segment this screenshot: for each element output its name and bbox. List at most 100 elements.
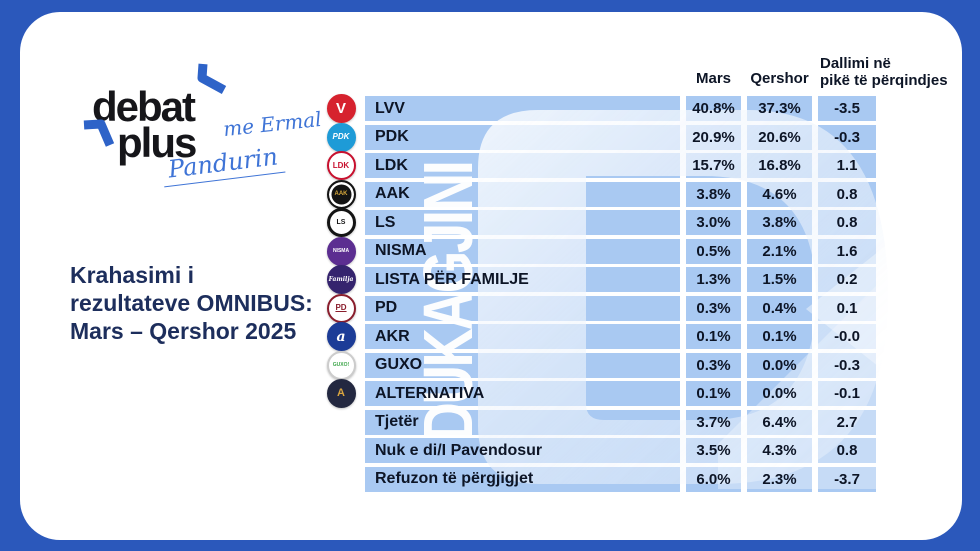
- party-logo-guxo: GUXO!: [323, 350, 359, 380]
- diff-value: 0.8: [836, 214, 858, 231]
- diff-value: 0.1: [836, 299, 858, 317]
- aak-logo-icon: AAK: [326, 179, 356, 209]
- table-row-diff-cell: 1.1: [818, 153, 876, 178]
- diff-value: 0.8: [836, 185, 858, 203]
- table-row-party-cell: ALTERNATIVA: [365, 381, 680, 406]
- party-logo-ls: LS: [323, 208, 359, 237]
- table-row-mars-cell: 3.7%: [686, 409, 741, 435]
- nisma-logo-icon: NISMA: [326, 236, 356, 266]
- table-row-qershor-cell: 4.3%: [747, 438, 812, 463]
- logo-corner-bracket-icon: [197, 63, 227, 94]
- party-name: Nuk e di/I Pavendosur: [375, 441, 543, 459]
- table-row-mars-cell: 0.1%: [686, 324, 741, 349]
- table-row-party-cell: PD: [365, 295, 680, 321]
- lista-per-familje-logo-icon: Familja: [326, 265, 356, 294]
- diff-value: -0.3: [834, 356, 860, 374]
- table-row-party-cell: LISTA PËR FAMILJE: [365, 267, 680, 292]
- table-row-qershor-cell: 2.3%: [747, 466, 812, 492]
- table-header-row: Mars Qershor Dallimi në pikë të përqindj…: [323, 46, 948, 90]
- mars-value: 0.1%: [696, 328, 731, 345]
- mars-value: 20.9%: [692, 128, 735, 146]
- table-row-mars-cell: 15.7%: [686, 153, 741, 178]
- table-row-party-cell: Refuzon të përgjigjet: [365, 466, 680, 492]
- page-title: Krahasimi i rezultateve OMNIBUS: Mars – …: [70, 261, 340, 345]
- table-row-mars-cell: 3.5%: [686, 438, 741, 463]
- diff-value: -0.0: [834, 328, 860, 345]
- table-row-party-cell: PDK: [365, 124, 680, 150]
- column-header-diff: Dallimi në pikë të përqindjes: [818, 54, 948, 90]
- table-row-party-cell: NISMA: [365, 238, 680, 264]
- qershor-value: 4.6%: [762, 185, 797, 203]
- qershor-value: 2.1%: [762, 242, 797, 260]
- table-row-qershor-cell: 0.0%: [747, 381, 812, 406]
- mars-value: 3.0%: [696, 214, 731, 231]
- qershor-value: 0.0%: [762, 385, 797, 402]
- diff-value: 2.7: [836, 413, 858, 431]
- table-row-mars-cell: 1.3%: [686, 267, 741, 292]
- table-row-qershor-cell: 0.4%: [747, 295, 812, 321]
- mars-value: 0.5%: [696, 242, 731, 260]
- qershor-value: 16.8%: [758, 157, 801, 174]
- table-row-party-cell: Tjetër: [365, 409, 680, 435]
- party-name: Tjetër: [375, 413, 419, 430]
- diff-value: 1.1: [836, 157, 858, 174]
- party-name: LS: [375, 213, 396, 231]
- party-logo-pdk: PDK: [323, 122, 359, 152]
- table-row-diff-cell: -0.3: [818, 124, 876, 150]
- diff-value: 1.6: [836, 242, 858, 260]
- table-row-diff-cell: -3.7: [818, 466, 876, 492]
- table-row-party-cell: LVV: [365, 96, 680, 121]
- qershor-value: 0.4%: [762, 299, 797, 317]
- table-row-diff-cell: 1.6: [818, 238, 876, 264]
- table-row-party-cell: Nuk e di/I Pavendosur: [365, 438, 680, 463]
- mars-value: 6.0%: [696, 470, 731, 488]
- table-row-mars-cell: 40.8%: [686, 96, 741, 121]
- diff-value: 0.8: [836, 442, 858, 459]
- table-row-party-cell: GUXO: [365, 352, 680, 378]
- mars-value: 15.7%: [692, 157, 735, 174]
- column-header-diff-line1: Dallimi në: [820, 54, 891, 72]
- qershor-value: 1.5%: [762, 271, 797, 288]
- table-row-qershor-cell: 2.1%: [747, 238, 812, 264]
- party-name: AKR: [375, 327, 410, 345]
- mars-value: 3.7%: [696, 413, 731, 431]
- table-row-qershor-cell: 6.4%: [747, 409, 812, 435]
- table-row-diff-cell: -0.1: [818, 381, 876, 406]
- column-header-mars: Mars: [695, 70, 732, 87]
- table-row-qershor-cell: 1.5%: [747, 267, 812, 292]
- table-row-mars-cell: 0.5%: [686, 238, 741, 264]
- host-signature-line1: me Ermal: [222, 106, 323, 142]
- party-name: PDK: [375, 128, 409, 145]
- results-table: V LVV 40.8% 37.3% -3.5 PDK PDK 20.9% 20.…: [323, 94, 876, 492]
- debatplus-logo-word2: plus: [117, 119, 197, 166]
- party-logo-pd: PD: [323, 293, 359, 323]
- logo-corner-bracket-icon: [83, 119, 115, 147]
- table-row-qershor-cell: 16.8%: [747, 153, 812, 178]
- party-name: Refuzon të përgjigjet: [375, 470, 534, 487]
- mars-value: 3.5%: [696, 442, 731, 459]
- party-name: LDK: [375, 156, 408, 174]
- mars-value: 0.3%: [696, 299, 731, 317]
- diff-value: -3.5: [834, 100, 860, 117]
- diff-value: 0.2: [836, 271, 858, 288]
- table-row-diff-cell: 0.1: [818, 295, 876, 321]
- qershor-value: 0.0%: [762, 356, 797, 374]
- party-logo-empty: [323, 467, 359, 492]
- table-row-diff-cell: 0.2: [818, 267, 876, 292]
- pdk-logo-icon: PDK: [326, 122, 356, 152]
- table-row-qershor-cell: 0.1%: [747, 324, 812, 349]
- table-row-qershor-cell: 0.0%: [747, 352, 812, 378]
- column-header-qershor: Qershor: [750, 70, 809, 87]
- table-row-mars-cell: 20.9%: [686, 124, 741, 150]
- table-row-diff-cell: -3.5: [818, 96, 876, 121]
- party-logo-aak: AAK: [323, 179, 359, 209]
- party-name: LVV: [375, 99, 405, 117]
- table-row-qershor-cell: 4.6%: [747, 181, 812, 207]
- column-header-diff-line2: pikë të përqindjes: [820, 72, 948, 90]
- pd-logo-icon: PD: [326, 293, 356, 323]
- diff-value: -0.1: [834, 385, 860, 402]
- party-name: AAK: [375, 185, 410, 202]
- ls-logo-icon: LS: [326, 208, 356, 237]
- mars-value: 0.3%: [696, 356, 731, 374]
- table-row-qershor-cell: 3.8%: [747, 210, 812, 235]
